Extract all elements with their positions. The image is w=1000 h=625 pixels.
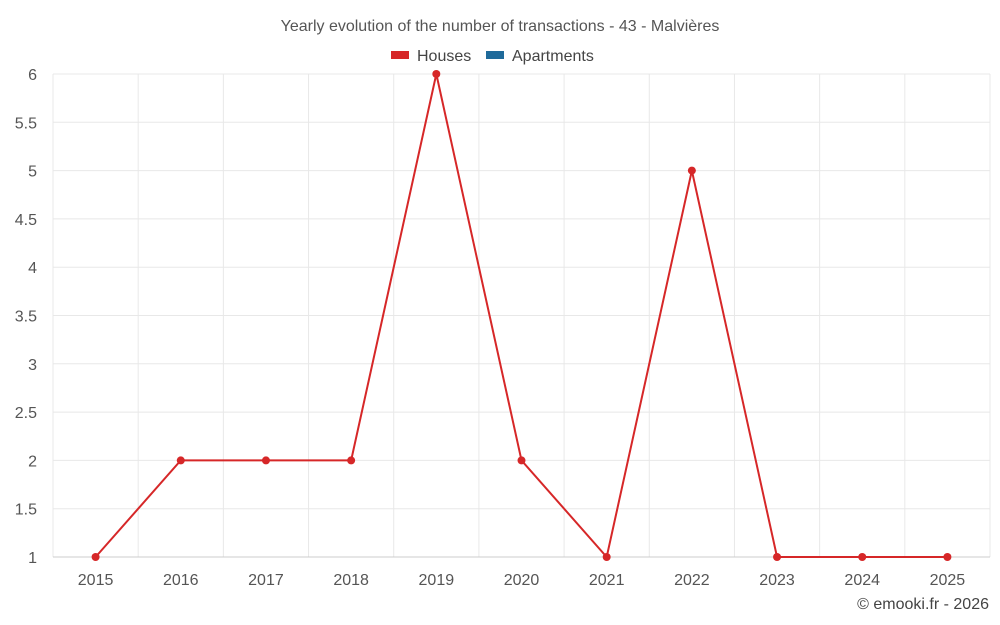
y-tick-label: 4	[28, 260, 37, 277]
legend-label-houses[interactable]: Houses	[417, 48, 471, 65]
legend: Houses Apartments	[391, 48, 594, 65]
y-tick-label: 3	[28, 357, 37, 374]
data-point[interactable]	[858, 553, 867, 561]
y-tick-label: 5	[28, 164, 37, 181]
y-tick-label: 2	[28, 453, 37, 470]
data-point[interactable]	[432, 70, 441, 78]
x-axis: 2015 2016 2017 2018 2019 2020 2021 2022 2023 2024…	[53, 556, 990, 589]
data-point[interactable]	[943, 553, 952, 561]
y-tick-label: 3.5	[15, 309, 37, 326]
legend-swatch-apartments[interactable]	[486, 51, 504, 59]
grid	[52, 73, 991, 558]
y-tick-label: 4.5	[15, 212, 37, 229]
x-tick-label: 2020	[504, 572, 540, 589]
x-tick-label: 2023	[759, 572, 795, 589]
x-tick-label: 2024	[844, 572, 880, 589]
data-point[interactable]	[687, 166, 696, 175]
data-point[interactable]	[773, 553, 782, 561]
x-tick-label: 2016	[163, 572, 199, 589]
series	[91, 70, 952, 561]
x-tick-label: 2015	[78, 572, 114, 589]
x-tick-label: 2019	[419, 572, 455, 589]
legend-swatch-houses[interactable]	[391, 51, 409, 59]
y-axis: 1 1.5 2 2.5 3 3.5 4 4.5 5 5.5 6	[15, 67, 37, 567]
y-tick-label: 1	[28, 550, 37, 567]
data-point[interactable]	[517, 456, 526, 465]
data-point[interactable]	[176, 456, 185, 465]
chart-title: Yearly evolution of the number of transa…	[281, 18, 720, 35]
x-tick-label: 2017	[248, 572, 284, 589]
x-tick-label: 2022	[674, 572, 710, 589]
credit-text: © emooki.fr - 2026	[857, 596, 989, 613]
data-point[interactable]	[91, 553, 100, 561]
y-tick-label: 6	[28, 67, 37, 84]
y-tick-label: 5.5	[15, 115, 37, 132]
y-tick-label: 1.5	[15, 502, 37, 519]
data-point[interactable]	[602, 553, 611, 561]
y-tick-label: 2.5	[15, 405, 37, 422]
legend-label-apartments[interactable]: Apartments	[512, 48, 594, 65]
x-tick-label: 2025	[930, 572, 966, 589]
x-tick-label: 2021	[589, 572, 625, 589]
x-tick-label: 2018	[333, 572, 369, 589]
data-point[interactable]	[261, 456, 270, 465]
data-point[interactable]	[347, 456, 356, 465]
